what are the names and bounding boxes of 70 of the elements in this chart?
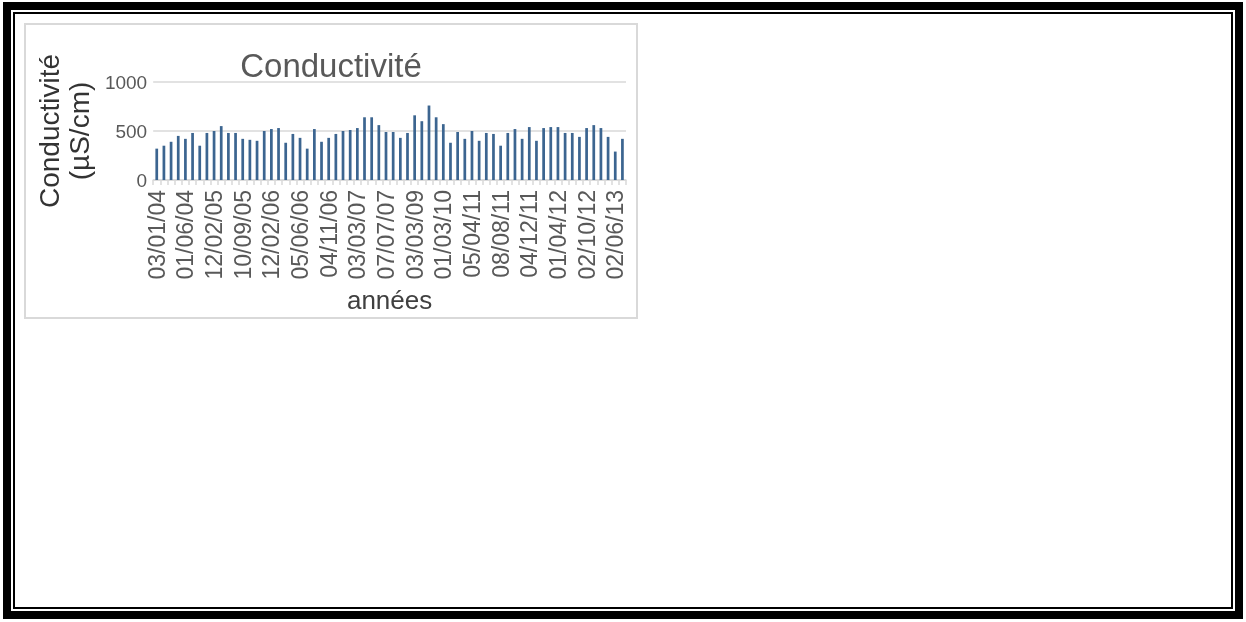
bar	[327, 137, 331, 180]
x-tick-label: 02/10/12	[573, 190, 600, 280]
bar	[155, 148, 159, 180]
x-tick-label: 05/06/06	[287, 190, 314, 280]
bar	[234, 132, 237, 180]
x-tick-label: 03/03/09	[401, 190, 428, 280]
bar	[506, 132, 510, 180]
bar	[348, 130, 352, 180]
x-tick-label: 05/04/11	[458, 190, 485, 278]
y-tick-label: 1000	[104, 71, 148, 93]
bar	[542, 128, 545, 180]
bar	[334, 133, 338, 180]
bar	[592, 125, 596, 180]
bar	[463, 138, 467, 180]
x-tick-label: 12/02/05	[201, 190, 228, 280]
bar	[377, 125, 381, 180]
bar	[241, 138, 245, 180]
bar	[535, 140, 538, 180]
bar	[355, 128, 359, 180]
bar	[549, 127, 553, 180]
bar	[449, 142, 452, 180]
bar	[398, 137, 402, 180]
x-tick-label: 08/08/11	[487, 190, 514, 278]
x-tick-label: 04/11/06	[315, 190, 342, 278]
x-tick-label: 01/03/10	[430, 190, 457, 280]
y-tick-label: 0	[136, 169, 148, 191]
bar	[227, 132, 230, 180]
bar	[406, 132, 409, 180]
bar	[578, 136, 581, 180]
bar	[413, 115, 417, 180]
x-axis-title: années	[346, 285, 433, 315]
x-tick-label: 12/02/06	[258, 190, 285, 280]
bar	[613, 151, 617, 180]
bar	[527, 127, 531, 180]
bar	[262, 131, 266, 180]
x-tick-label: 01/04/12	[544, 190, 571, 280]
x-tick-label: 03/01/04	[143, 189, 170, 280]
x-tick-label: 02/06/13	[602, 190, 629, 280]
bar	[492, 133, 495, 180]
bar	[570, 132, 574, 180]
x-tick-label: 07/07/07	[373, 190, 399, 280]
bar	[270, 129, 273, 180]
bar	[391, 131, 395, 180]
y-axis-title: Conductivité (µS/cm)	[33, 53, 95, 209]
bar	[456, 131, 459, 180]
bar	[363, 117, 366, 180]
bar	[176, 135, 180, 180]
bar	[198, 145, 202, 180]
bar	[305, 148, 309, 180]
bar	[313, 129, 316, 180]
bar	[370, 117, 374, 180]
chart-title: Conductivité	[240, 46, 422, 84]
bar	[420, 121, 424, 180]
y-tick-label: 500	[115, 120, 148, 142]
bar	[184, 138, 187, 180]
bar	[621, 138, 624, 180]
bar	[441, 124, 445, 180]
bar	[320, 141, 323, 180]
bar	[434, 117, 438, 180]
bar	[484, 132, 488, 180]
x-tick-label: 04/12/11	[516, 190, 543, 278]
bar	[191, 132, 194, 180]
bar	[284, 142, 288, 180]
bar	[219, 126, 223, 180]
bar	[277, 128, 280, 180]
bar	[499, 145, 502, 180]
x-tick-label: 10/09/05	[229, 190, 256, 280]
x-tick-label: 03/03/07	[344, 190, 371, 280]
bar	[585, 128, 588, 180]
x-tick-label: 01/06/04	[172, 189, 199, 280]
